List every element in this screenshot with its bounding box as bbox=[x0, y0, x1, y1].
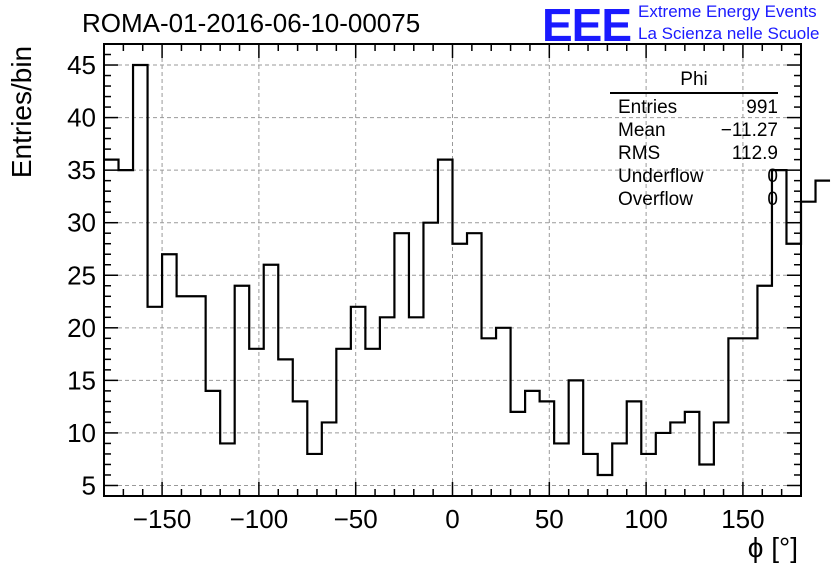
x-tick-label: −100 bbox=[230, 504, 289, 534]
chart-title: ROMA-01-2016-06-10-00075 bbox=[82, 8, 421, 38]
histogram-bin bbox=[453, 244, 468, 496]
histogram-bin bbox=[351, 307, 366, 496]
histogram-bin bbox=[685, 412, 700, 496]
histogram-bin bbox=[525, 391, 540, 496]
histogram-bin bbox=[278, 359, 293, 496]
x-axis-label: ϕ [°] bbox=[747, 532, 798, 563]
stats-row: Underflow 0 bbox=[610, 165, 778, 188]
histogram-bin bbox=[670, 422, 685, 496]
histogram-bin bbox=[496, 328, 511, 496]
x-tick-label: 0 bbox=[445, 504, 459, 534]
stats-value: 0 bbox=[767, 189, 778, 210]
stats-value: 0 bbox=[767, 166, 778, 187]
histogram-bin bbox=[583, 454, 598, 496]
histogram-bin bbox=[627, 401, 642, 496]
x-tick-label: 100 bbox=[624, 504, 667, 534]
y-tick-label: 15 bbox=[67, 365, 96, 395]
stats-label: RMS bbox=[618, 143, 661, 164]
y-tick-label: 30 bbox=[67, 208, 96, 238]
histogram-bin bbox=[133, 65, 148, 496]
histogram-bin bbox=[641, 454, 656, 496]
stats-label: Entries bbox=[618, 97, 678, 118]
histogram-bin bbox=[148, 307, 163, 496]
stats-row: Mean −11.27 bbox=[610, 119, 778, 142]
histogram-bin bbox=[119, 170, 134, 496]
histogram-bin bbox=[467, 233, 482, 496]
y-tick-label: 45 bbox=[67, 50, 96, 80]
logo-line-1: Extreme Energy Events bbox=[638, 2, 817, 21]
stats-value: 112.9 bbox=[731, 143, 778, 164]
histogram-bin bbox=[438, 160, 453, 496]
y-axis-label: Entries/bin bbox=[6, 45, 37, 179]
stats-label: Overflow bbox=[618, 189, 693, 210]
y-tick-label: 10 bbox=[67, 418, 96, 448]
histogram-bin bbox=[598, 475, 613, 496]
histogram-bin bbox=[394, 233, 409, 496]
histogram-bin bbox=[656, 433, 671, 496]
stats-row: Entries 991 bbox=[610, 96, 778, 119]
histogram-bin bbox=[511, 412, 526, 496]
y-tick-label: 40 bbox=[67, 103, 96, 133]
histogram-bin bbox=[743, 338, 758, 496]
stats-box: Phi Entries 991 Mean −11.27 RMS 112.9 Under… bbox=[610, 70, 778, 211]
stats-value: −11.27 bbox=[720, 120, 778, 141]
histogram-bin bbox=[728, 338, 743, 496]
histogram-bin bbox=[264, 265, 279, 496]
y-tick-label: 35 bbox=[67, 155, 96, 185]
x-tick-label: −50 bbox=[334, 504, 378, 534]
histogram-bin bbox=[801, 202, 816, 496]
histogram-bin bbox=[162, 254, 177, 496]
y-tick-label: 20 bbox=[67, 313, 96, 343]
stats-row: Overflow 0 bbox=[610, 188, 778, 211]
x-tick-label: −150 bbox=[133, 504, 192, 534]
stats-value: 991 bbox=[746, 97, 778, 118]
histogram-bin bbox=[409, 317, 424, 496]
histogram-bin bbox=[554, 443, 569, 496]
stats-label: Underflow bbox=[618, 166, 704, 187]
eee-logo: EEE bbox=[542, 0, 632, 51]
histogram-bin bbox=[482, 338, 497, 496]
stats-row: RMS 112.9 bbox=[610, 142, 778, 165]
histogram-bin bbox=[772, 170, 787, 496]
logo-line-2: La Scienza nelle Scuole bbox=[638, 24, 820, 43]
histogram-bin bbox=[365, 349, 380, 496]
x-tick-label: 150 bbox=[721, 504, 764, 534]
y-tick-label: 5 bbox=[82, 470, 96, 500]
histogram-bin bbox=[307, 454, 322, 496]
histogram-bin bbox=[569, 380, 584, 496]
histogram-bin bbox=[220, 443, 235, 496]
histogram-bin bbox=[816, 181, 831, 496]
histogram-bin bbox=[714, 422, 729, 496]
histogram-bin bbox=[612, 443, 627, 496]
histogram-bin bbox=[322, 422, 337, 496]
histogram-bin bbox=[336, 349, 351, 496]
histogram-bin bbox=[757, 286, 772, 496]
histogram-bin bbox=[380, 317, 395, 496]
histogram-outline bbox=[104, 63, 831, 477]
histogram-bin bbox=[191, 296, 206, 496]
histogram-bin bbox=[206, 391, 221, 496]
histogram-bin bbox=[177, 296, 192, 496]
histogram-bin bbox=[293, 401, 308, 496]
stats-box-name: Phi bbox=[610, 70, 778, 94]
y-tick-label: 25 bbox=[67, 260, 96, 290]
x-tick-label: 50 bbox=[535, 504, 564, 534]
stats-label: Mean bbox=[618, 120, 666, 141]
histogram-bin bbox=[235, 286, 250, 496]
histogram-bin bbox=[699, 464, 714, 496]
histogram-bin bbox=[249, 349, 264, 496]
histogram-bin bbox=[540, 401, 555, 496]
histogram-bin bbox=[423, 223, 438, 496]
